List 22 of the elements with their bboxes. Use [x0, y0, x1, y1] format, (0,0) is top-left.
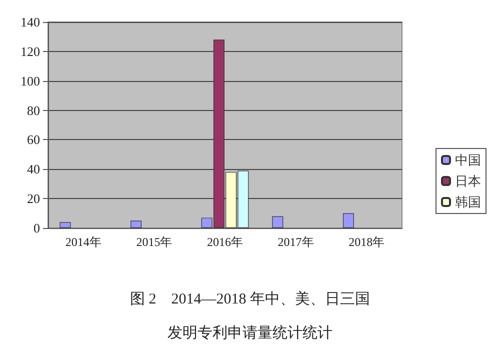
y-tick-label: 60 [27, 132, 40, 148]
y-tick-label: 80 [27, 102, 40, 118]
x-tick-label: 2017年 [278, 235, 314, 249]
bar [60, 222, 71, 228]
legend-label: 中国 [455, 152, 481, 168]
text: 发明专利申请量统计统计 [168, 324, 332, 342]
y-tick-label: 140 [20, 14, 40, 30]
x-tick-label: 2016年 [207, 235, 243, 249]
x-tick-label: 2014年 [65, 235, 102, 249]
y-tick-label: 0 [34, 220, 40, 236]
x-tick-label: 2018年 [348, 235, 385, 249]
legend-label: 日本 [455, 174, 481, 188]
bar [130, 220, 142, 228]
bar [342, 213, 354, 228]
x-tick-label: 2015年 [136, 235, 172, 249]
y-tick-label: 40 [27, 162, 40, 177]
y-tick-label: 100 [20, 73, 40, 88]
text: 图 2 2014—2018 年中、美、日三国 [130, 290, 370, 308]
y-tick-label: 120 [20, 44, 40, 59]
legend-label: 韩国 [455, 194, 481, 210]
y-tick-label: 20 [27, 191, 40, 206]
bar [272, 216, 284, 228]
